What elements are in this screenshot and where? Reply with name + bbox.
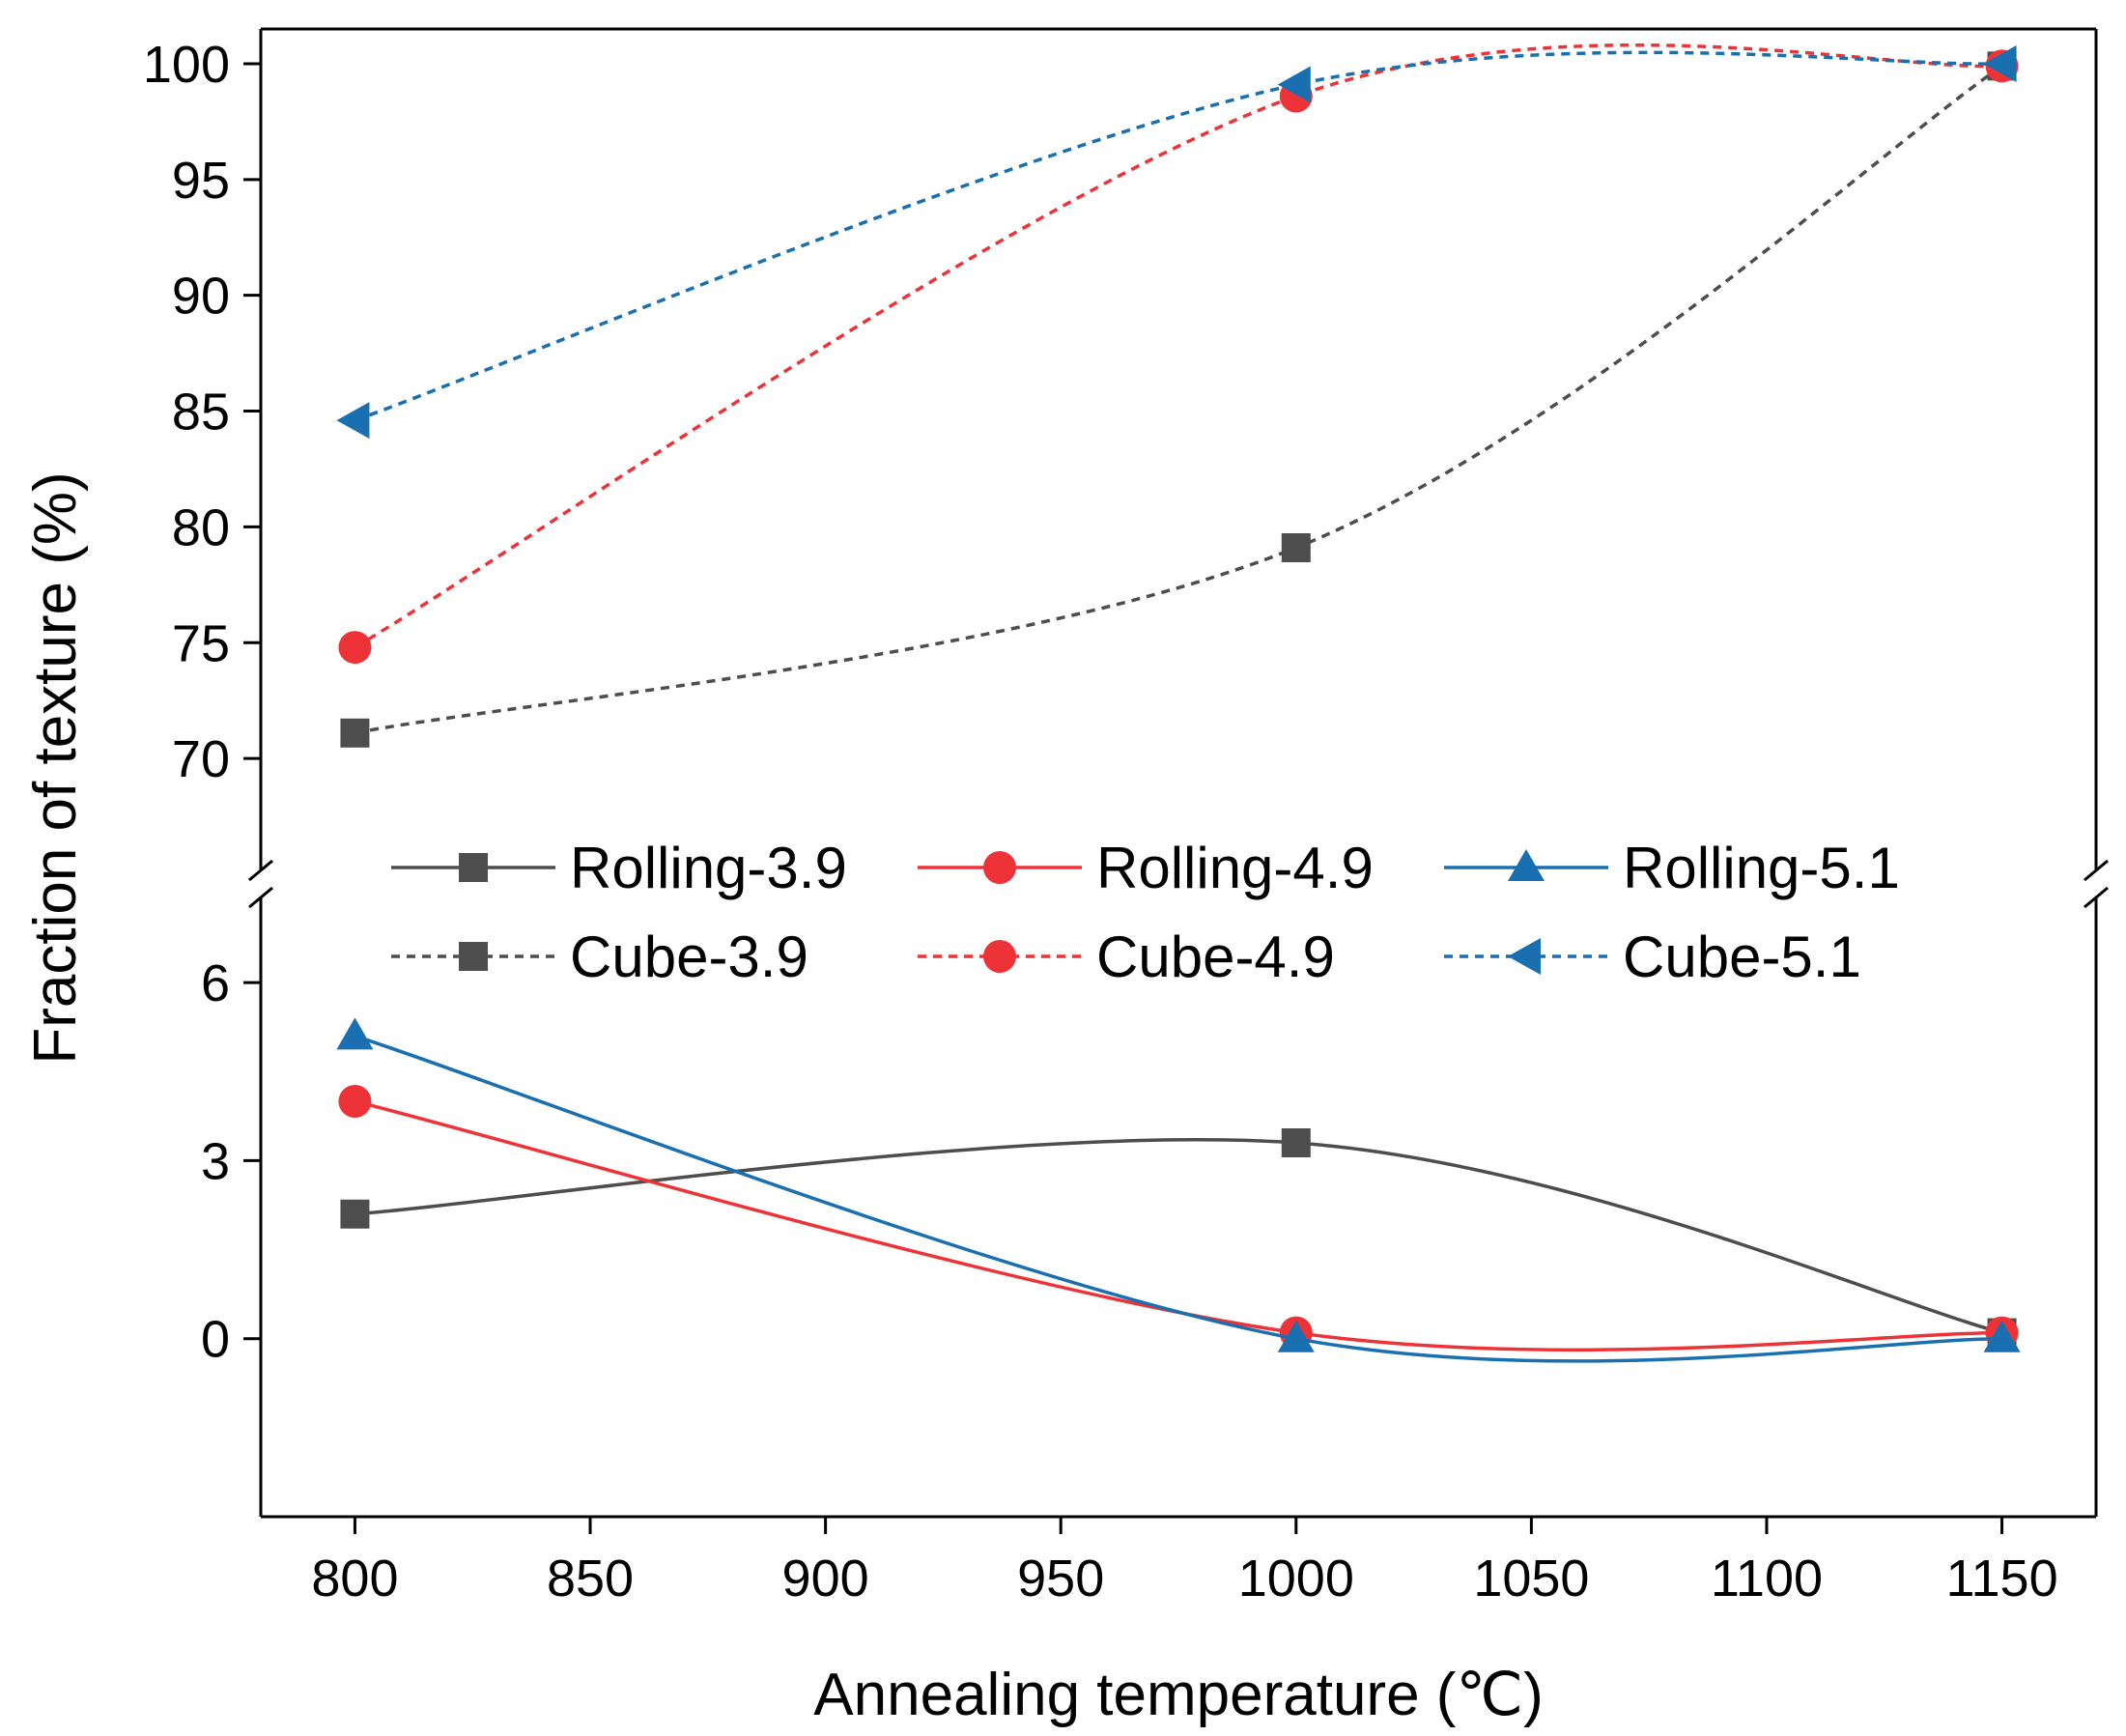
- legend-item-cube-5.1: Cube-5.1: [1444, 925, 1861, 989]
- series-line-cube-4.9: [354, 43, 2002, 649]
- legend-item-rolling-5.1: Rolling-5.1: [1444, 836, 1900, 900]
- legend: Rolling-3.9 Rolling-4.9 Rolling-5.1 Cube-3.…: [391, 836, 1900, 989]
- x-tick-label: 800: [311, 1550, 398, 1608]
- legend-label: Cube-4.9: [1096, 925, 1335, 989]
- y-tick-label: 80: [172, 498, 230, 556]
- data-point-cube-5.1-1150: [1983, 44, 2017, 82]
- series-line-rolling-4.9: [354, 1099, 2002, 1352]
- legend-label: Cube-5.1: [1623, 925, 1861, 989]
- data-point-rolling-5.1-800: [336, 1017, 374, 1050]
- axes: 800 850 900 950 1000 1050 1100 1150707580859095…: [143, 27, 2109, 1608]
- legend-label: Cube-3.9: [570, 925, 808, 989]
- x-axis-title: Annealing temperature (℃): [813, 1662, 1543, 1728]
- data-point-cube-4.9-800: [338, 631, 372, 665]
- lower-panel-plot: [336, 1017, 2021, 1363]
- series-line-rolling-5.1: [354, 1034, 2002, 1363]
- legend-label: Rolling-4.9: [1096, 836, 1374, 900]
- y-tick-label: 75: [172, 614, 230, 672]
- x-tick-label: 1100: [1711, 1550, 1823, 1608]
- x-tick-label: 900: [782, 1550, 869, 1608]
- y-tick-label: 95: [172, 152, 230, 210]
- data-point-cube-5.1-1000: [1277, 66, 1311, 103]
- legend-label: Rolling-3.9: [570, 836, 847, 900]
- y-tick-label: 6: [201, 954, 230, 1012]
- legend-marker: [459, 942, 488, 971]
- upper-panel-plot: [336, 43, 2019, 748]
- data-point-rolling-4.9-800: [338, 1085, 372, 1118]
- y-tick-label: 3: [201, 1132, 230, 1190]
- x-tick-label: 1150: [1946, 1550, 2058, 1608]
- y-tick-label: 0: [201, 1311, 230, 1369]
- data-point-rolling-3.9-1000: [1281, 1128, 1311, 1157]
- data-point-rolling-5.1-1000: [1277, 1320, 1315, 1352]
- legend-item-cube-4.9: Cube-4.9: [918, 925, 1335, 989]
- series-line-rolling-3.9: [354, 1138, 2003, 1335]
- data-point-rolling-3.9-800: [340, 1199, 370, 1229]
- legend-item-rolling-3.9: Rolling-3.9: [391, 836, 847, 900]
- legend-item-cube-3.9: Cube-3.9: [391, 925, 808, 989]
- y-tick-label: 70: [172, 730, 230, 788]
- data-point-cube-3.9-1000: [1281, 532, 1311, 562]
- data-point-rolling-5.1-1150: [1983, 1320, 2021, 1352]
- y-tick-label: 85: [172, 384, 230, 441]
- y-axis-title: Fraction of texture (%): [22, 471, 89, 1064]
- y-tick-label: 90: [172, 268, 230, 326]
- legend-label: Rolling-5.1: [1623, 836, 1900, 900]
- axis-break-mark: [248, 886, 273, 909]
- legend-item-rolling-4.9: Rolling-4.9: [918, 836, 1374, 900]
- legend-marker: [1508, 938, 1541, 975]
- legend-marker: [459, 853, 488, 882]
- series-line-cube-5.1: [354, 50, 2002, 422]
- legend-marker: [1508, 849, 1545, 881]
- axis-break-mark: [2083, 886, 2109, 909]
- axis-break-mark: [248, 859, 273, 882]
- x-tick-label: 850: [547, 1550, 634, 1608]
- legend-marker: [983, 940, 1016, 973]
- axis-break-mark: [2083, 859, 2109, 882]
- x-tick-label: 1050: [1473, 1550, 1589, 1608]
- x-tick-label: 1000: [1238, 1550, 1354, 1608]
- data-point-cube-5.1-800: [336, 402, 370, 440]
- data-point-cube-3.9-800: [340, 718, 370, 748]
- y-tick-label: 100: [143, 36, 230, 94]
- x-tick-label: 950: [1017, 1550, 1104, 1608]
- legend-marker: [983, 851, 1016, 884]
